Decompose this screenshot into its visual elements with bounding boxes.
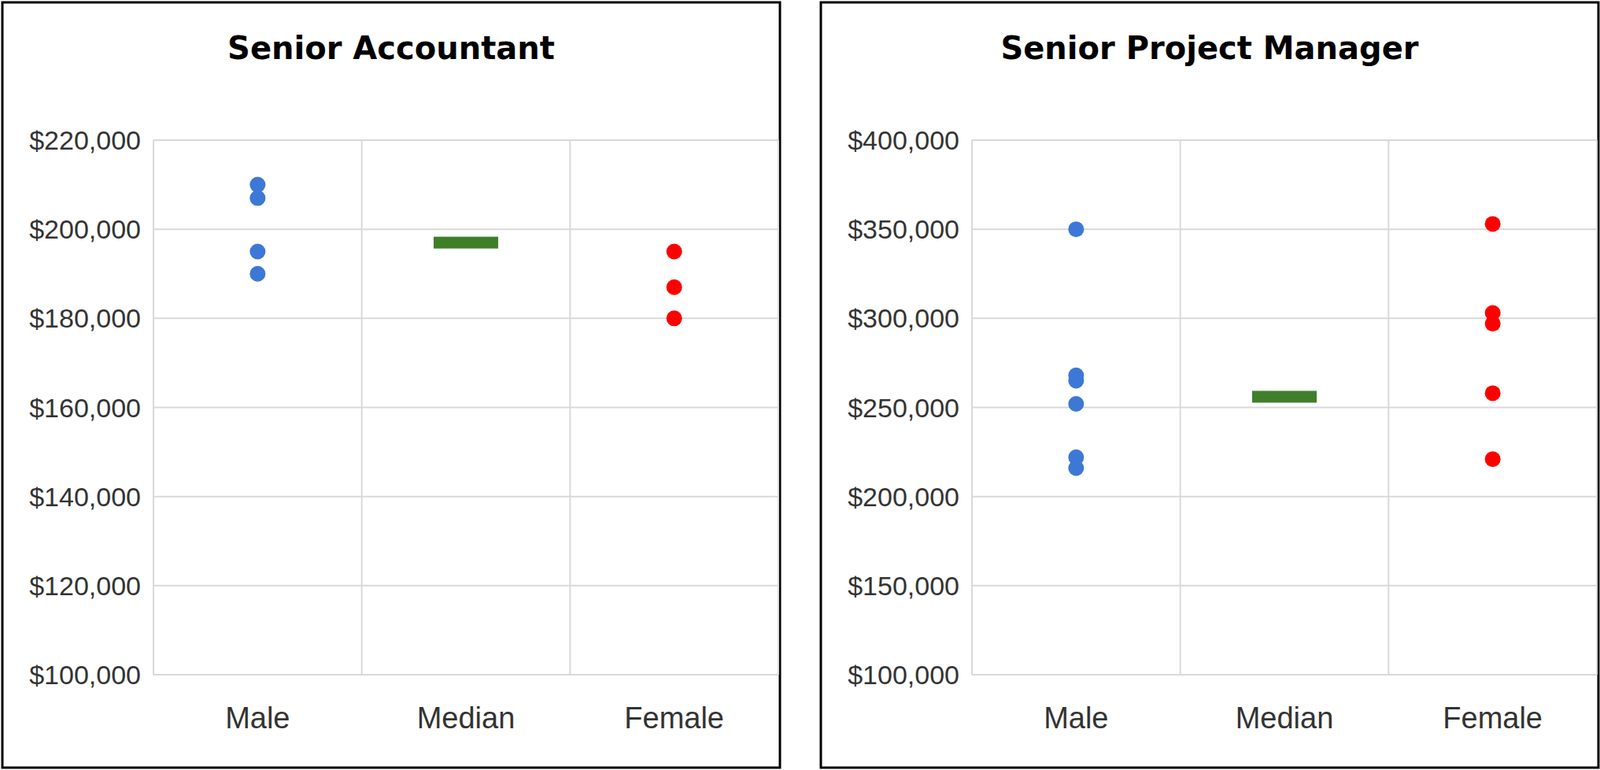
grid-line bbox=[971, 317, 1597, 319]
column-divider bbox=[569, 140, 571, 675]
grid-line bbox=[971, 584, 1597, 587]
median-marker bbox=[1252, 390, 1317, 403]
y-tick-label: $100,000 bbox=[847, 659, 960, 690]
grid-line bbox=[153, 228, 779, 230]
data-point bbox=[1485, 315, 1501, 332]
data-point bbox=[1485, 215, 1501, 232]
data-point bbox=[1067, 459, 1084, 476]
panel-frame bbox=[820, 2, 1599, 768]
figure: Senior Accountant $100,000 $120,000 $140,00… bbox=[0, 0, 1600, 770]
grid-line bbox=[971, 406, 1597, 409]
column-divider bbox=[1596, 140, 1598, 675]
data-point bbox=[249, 243, 266, 259]
page: {"chart_data": [ {"type": "strip", "titl… bbox=[0, 0, 1600, 770]
column-divider bbox=[777, 140, 780, 675]
data-point bbox=[249, 266, 266, 282]
grid-line bbox=[971, 495, 1597, 498]
data-point bbox=[1067, 221, 1084, 237]
y-tick-label: $400,000 bbox=[847, 125, 960, 156]
grid-line bbox=[971, 673, 1597, 676]
y-tick-label: $220,000 bbox=[29, 125, 141, 156]
marks bbox=[1067, 215, 1501, 476]
median-marker bbox=[433, 236, 499, 249]
chart-panel: Senior Project Manager $100,000 $150,000 $2… bbox=[820, 2, 1599, 768]
x-category-label: Female bbox=[624, 701, 725, 735]
grid-line bbox=[971, 228, 1597, 230]
y-tick-label: $120,000 bbox=[29, 570, 141, 601]
data-point bbox=[1485, 450, 1501, 467]
chart-panel: Senior Accountant $100,000 $120,000 $140,00… bbox=[2, 2, 780, 768]
y-tick-label: $160,000 bbox=[29, 392, 141, 423]
y-tick-label: $350,000 bbox=[847, 214, 960, 244]
x-category-label: Male bbox=[1043, 701, 1109, 735]
y-tick-label: $140,000 bbox=[29, 481, 141, 512]
y-tick-label: $200,000 bbox=[29, 214, 141, 244]
data-point bbox=[666, 243, 683, 259]
grid-line bbox=[153, 406, 779, 409]
panel-frame bbox=[2, 2, 780, 768]
marks bbox=[249, 177, 682, 327]
data-point bbox=[666, 279, 683, 296]
data-point bbox=[1067, 395, 1084, 412]
y-tick-label: $200,000 bbox=[847, 481, 960, 512]
grid-line bbox=[153, 673, 779, 676]
grid-line bbox=[153, 584, 779, 587]
column-divider bbox=[1179, 140, 1182, 675]
grid-line bbox=[153, 139, 779, 141]
data-point bbox=[666, 310, 683, 326]
data-point bbox=[1485, 384, 1501, 401]
x-category-label: Median bbox=[417, 701, 516, 735]
chart-title: Senior Accountant bbox=[227, 29, 555, 67]
y-tick-label: $300,000 bbox=[847, 303, 960, 333]
data-point bbox=[249, 190, 266, 207]
chart-title: Senior Project Manager bbox=[1000, 29, 1419, 67]
y-tick-label: $100,000 bbox=[29, 659, 141, 690]
grid-line bbox=[971, 139, 1597, 141]
x-category-label: Male bbox=[225, 701, 290, 735]
column-divider bbox=[152, 140, 155, 675]
y-tick-label: $250,000 bbox=[847, 392, 960, 423]
column-divider bbox=[1387, 140, 1390, 675]
grid-line bbox=[153, 495, 779, 498]
y-tick-label: $180,000 bbox=[29, 303, 141, 333]
column-divider bbox=[971, 140, 973, 675]
column-divider bbox=[361, 140, 363, 675]
x-category-label: Female bbox=[1442, 701, 1543, 735]
data-point bbox=[1067, 373, 1084, 389]
x-category-label: Median bbox=[1235, 701, 1334, 735]
y-tick-label: $150,000 bbox=[847, 570, 960, 601]
grid-line bbox=[153, 317, 779, 319]
